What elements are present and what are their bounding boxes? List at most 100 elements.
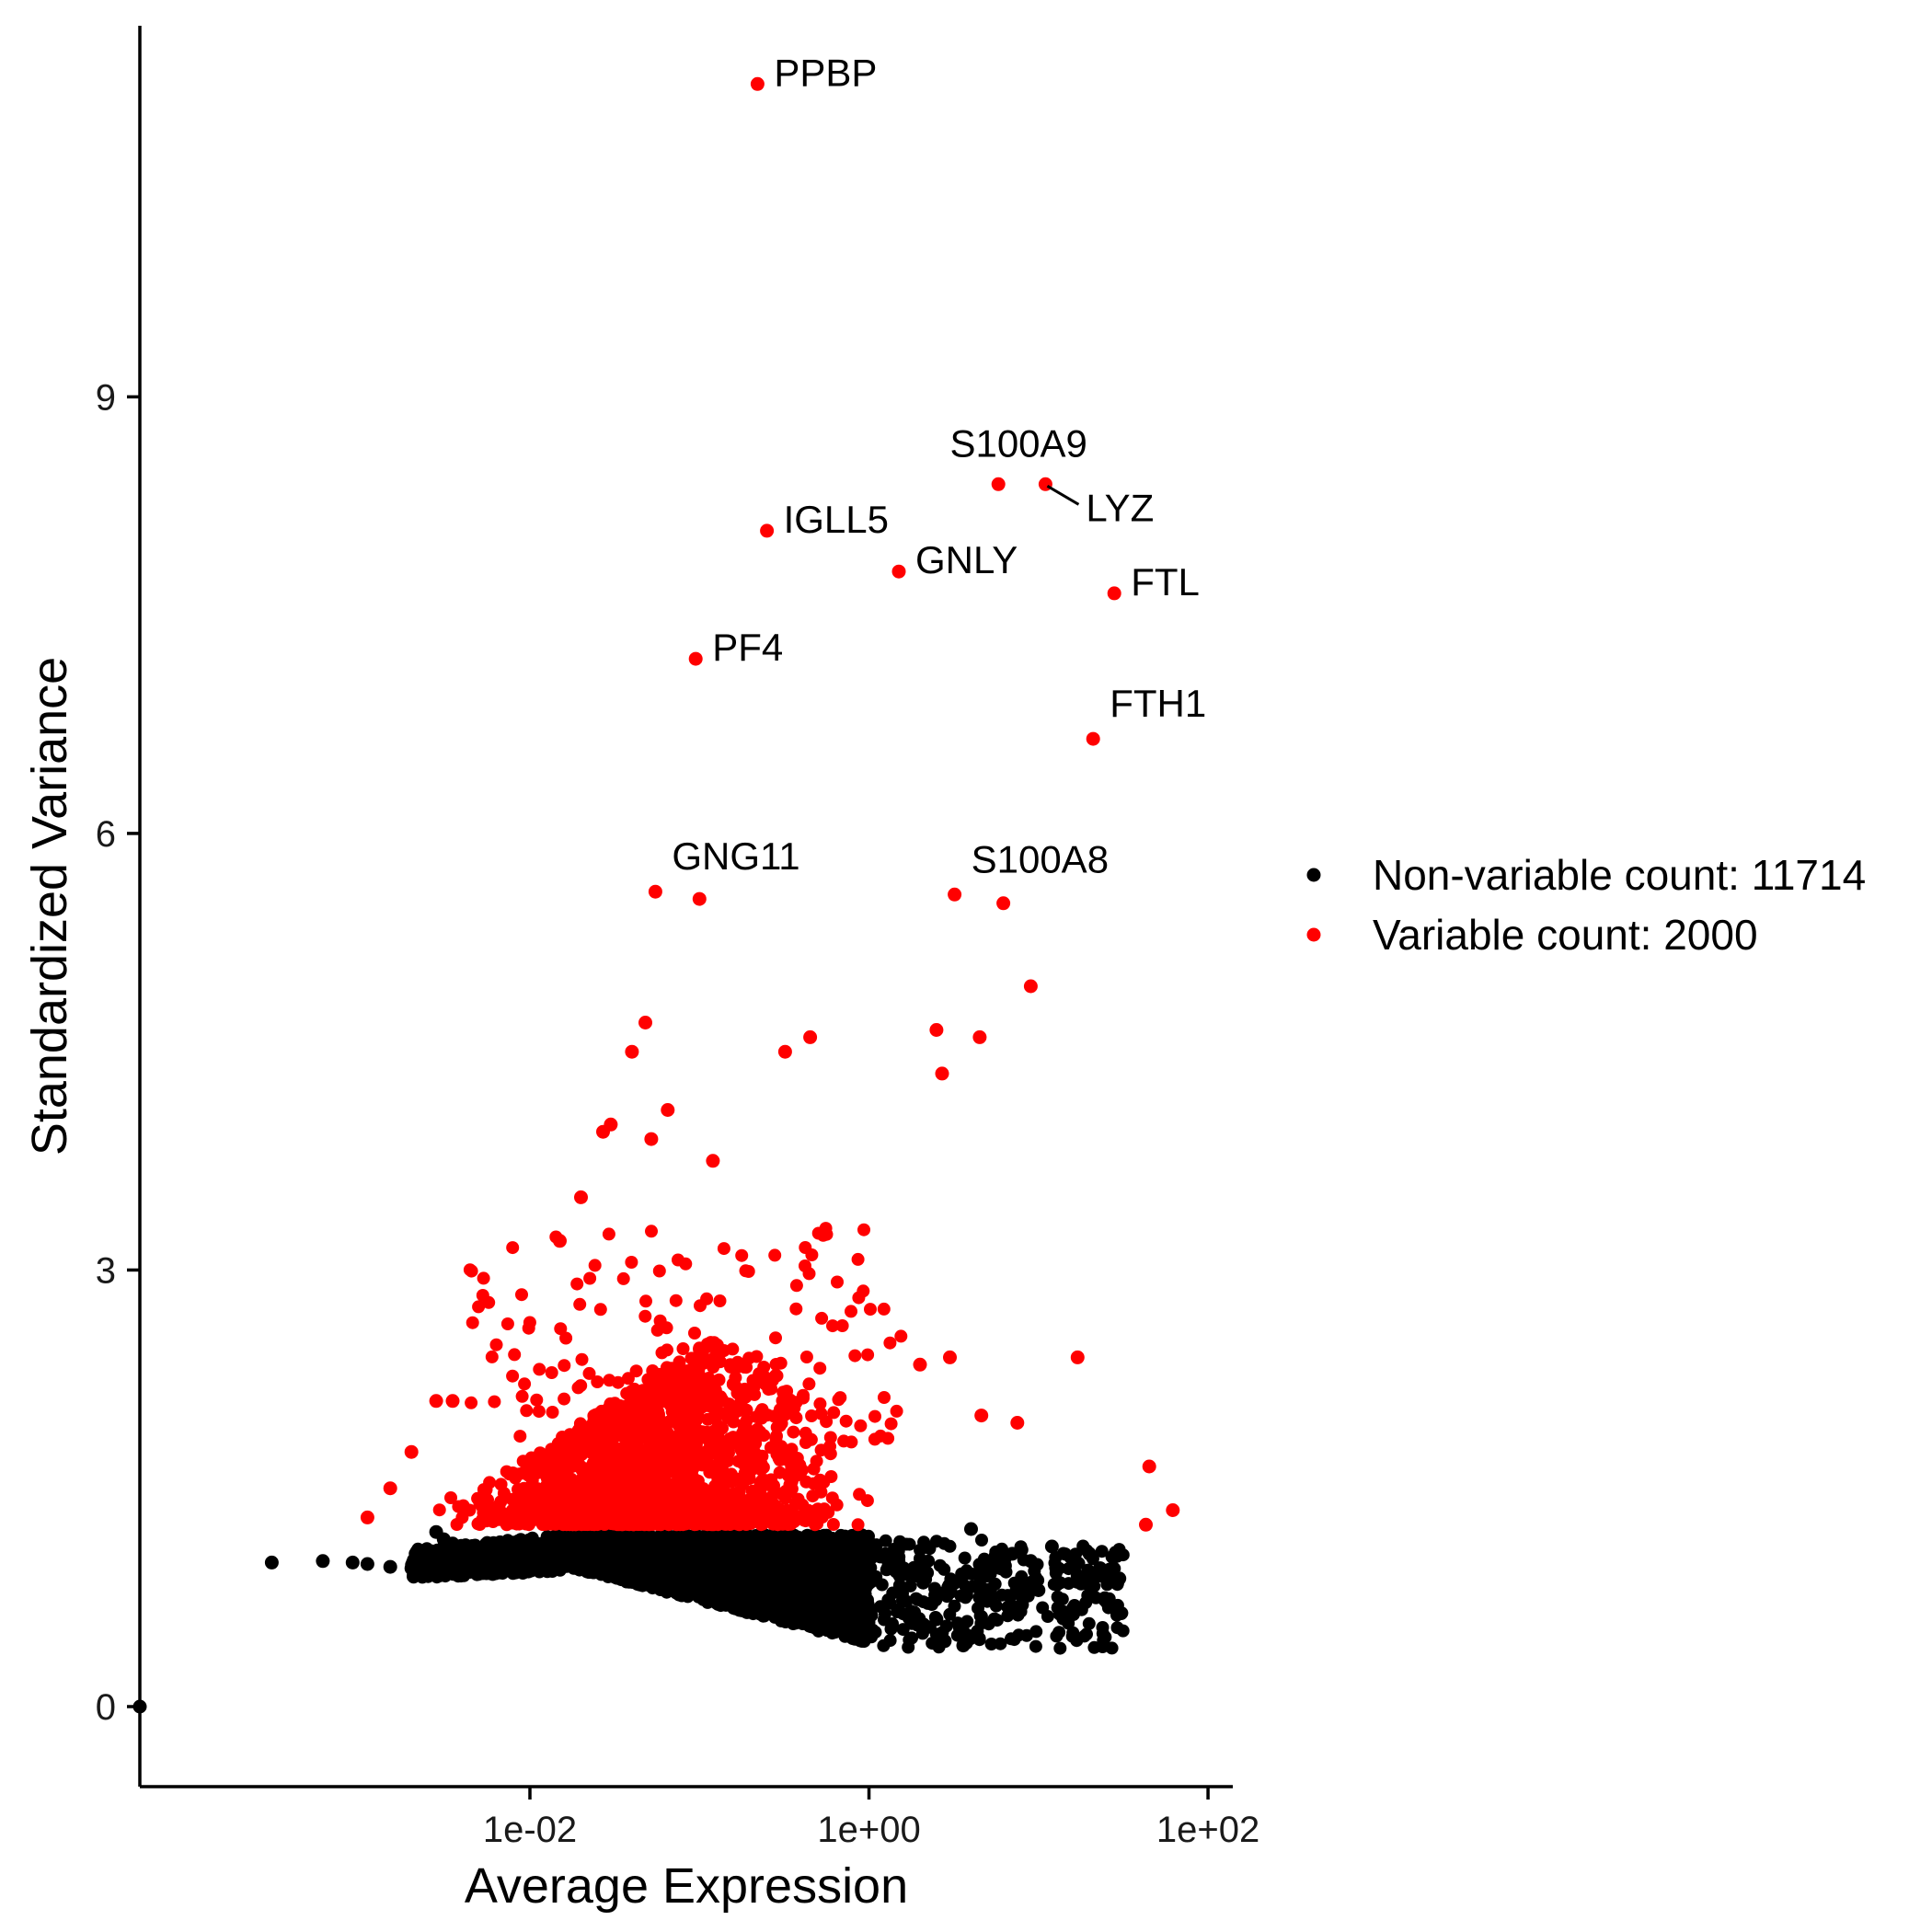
non-variable-point — [825, 1620, 839, 1634]
non-variable-point — [649, 1534, 662, 1547]
non-variable-point — [834, 1569, 847, 1582]
non-variable-point — [631, 1570, 645, 1582]
non-variable-point — [788, 1610, 801, 1624]
non-variable-point — [749, 1530, 763, 1543]
non-variable-point — [837, 1584, 851, 1598]
non-variable-point — [1053, 1641, 1067, 1655]
point-cloud-layer — [405, 1222, 1130, 1655]
non-variable-point — [737, 1554, 751, 1568]
non-variable-point — [822, 1558, 836, 1572]
non-variable-point — [943, 1539, 957, 1553]
non-variable-point — [937, 1562, 951, 1576]
non-variable-point — [858, 1539, 872, 1553]
non-variable-point — [450, 1564, 464, 1578]
non-variable-point — [709, 1595, 723, 1609]
non-variable-point — [506, 1565, 520, 1579]
non-variable-point — [841, 1615, 855, 1627]
non-variable-point — [1036, 1601, 1050, 1615]
non-variable-point — [524, 1564, 538, 1578]
non-variable-point — [727, 1565, 741, 1579]
non-variable-point — [869, 1570, 883, 1583]
non-variable-point — [567, 1530, 581, 1544]
non-variable-point — [903, 1611, 916, 1624]
non-variable-point — [664, 1533, 678, 1546]
non-variable-point — [758, 1545, 772, 1558]
non-variable-point — [879, 1534, 892, 1547]
non-variable-point — [762, 1570, 776, 1584]
non-variable-point — [909, 1592, 923, 1605]
non-variable-point — [770, 1561, 784, 1575]
non-variable-point — [660, 1579, 673, 1593]
non-variable-point — [877, 1639, 891, 1652]
non-variable-point — [691, 1575, 705, 1589]
non-variable-point — [823, 1601, 837, 1615]
non-variable-point — [567, 1546, 581, 1559]
non-variable-point — [845, 1629, 859, 1642]
non-variable-point — [614, 1533, 627, 1547]
non-variable-point — [811, 1613, 824, 1627]
non-variable-point — [475, 1566, 489, 1580]
non-variable-point — [435, 1558, 449, 1572]
non-variable-point — [655, 1564, 668, 1578]
non-variable-point — [594, 1535, 608, 1548]
non-variable-point — [730, 1581, 744, 1593]
non-variable-point — [856, 1590, 869, 1604]
non-variable-point — [819, 1531, 833, 1545]
non-variable-point — [1050, 1578, 1064, 1592]
non-variable-point — [680, 1584, 694, 1597]
non-variable-point — [956, 1624, 970, 1637]
non-variable-point — [1056, 1547, 1070, 1560]
non-variable-point — [750, 1563, 764, 1577]
non-variable-point — [928, 1588, 942, 1602]
non-variable-point — [1096, 1627, 1110, 1640]
non-variable-point — [602, 1547, 615, 1560]
non-variable-point — [649, 1548, 662, 1562]
non-variable-point — [715, 1580, 729, 1593]
non-variable-point — [958, 1551, 972, 1565]
non-variable-point — [893, 1535, 907, 1548]
non-variable-point — [989, 1545, 1003, 1558]
non-variable-point — [1072, 1557, 1086, 1570]
non-variable-point — [666, 1561, 680, 1574]
non-variable-point — [1005, 1632, 1018, 1646]
non-variable-point — [815, 1546, 829, 1559]
non-variable-point — [740, 1595, 753, 1609]
non-variable-point — [530, 1549, 544, 1563]
non-variable-point — [821, 1584, 834, 1598]
non-variable-point — [835, 1554, 849, 1568]
non-variable-point — [1029, 1625, 1043, 1639]
non-variable-point — [783, 1598, 797, 1612]
non-variable-point — [778, 1573, 792, 1587]
non-variable-point — [1007, 1576, 1021, 1590]
non-variable-point — [840, 1603, 854, 1616]
non-variable-point — [681, 1535, 695, 1549]
non-variable-point — [491, 1561, 505, 1574]
non-variable-point — [801, 1559, 815, 1573]
non-variable-point — [708, 1568, 722, 1581]
non-variable-point — [975, 1534, 988, 1547]
non-variable-point — [553, 1545, 567, 1558]
non-variable-point — [553, 1531, 567, 1545]
non-variable-point — [1099, 1594, 1113, 1608]
non-variable-point — [648, 1581, 661, 1593]
non-variable-point — [859, 1618, 873, 1631]
non-variable-point — [1070, 1634, 1084, 1648]
non-variable-point — [584, 1545, 598, 1558]
non-variable-point — [1081, 1589, 1095, 1603]
non-variable-point — [1110, 1598, 1124, 1612]
non-variable-point — [794, 1590, 808, 1604]
non-variable-point — [1116, 1624, 1130, 1638]
non-variable-point — [617, 1547, 631, 1560]
non-variable-point — [724, 1536, 738, 1550]
non-variable-point — [607, 1566, 621, 1580]
non-variable-point — [865, 1551, 879, 1565]
non-variable-point — [707, 1552, 720, 1566]
non-variable-point — [798, 1532, 811, 1546]
non-variable-point — [503, 1542, 516, 1555]
non-variable-point — [495, 1549, 509, 1562]
non-variable-point — [835, 1536, 849, 1549]
non-variable-point — [446, 1554, 460, 1568]
non-variable-point — [768, 1593, 782, 1606]
non-variable-point — [777, 1535, 791, 1548]
